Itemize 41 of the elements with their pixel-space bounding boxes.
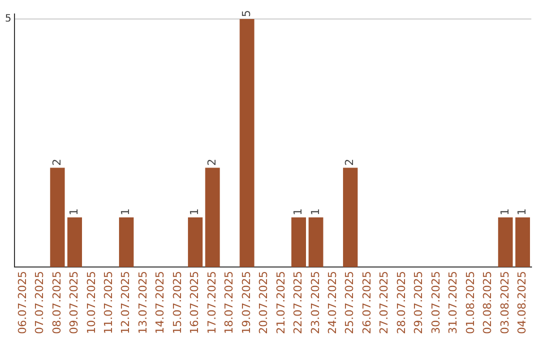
data-label: 1 — [308, 208, 322, 216]
x-tick-label: 30.07.2025 — [429, 271, 442, 334]
x-tick-label: 06.07.2025 — [16, 271, 29, 334]
x-tick-label: 22.07.2025 — [292, 271, 305, 334]
x-tick-label: 08.07.2025 — [50, 271, 64, 334]
data-label: 5 — [240, 10, 253, 17]
x-tick-label: 01.08.2025 — [464, 271, 477, 334]
x-tick-label: 28.07.2025 — [394, 271, 408, 334]
data-label: 2 — [343, 158, 356, 166]
data-label: 2 — [205, 158, 218, 166]
x-tick-label: 16.07.2025 — [188, 271, 202, 334]
x-tick-label: 13.07.2025 — [136, 271, 150, 334]
x-tick-label: 25.07.2025 — [343, 271, 356, 334]
data-label: 2 — [50, 158, 64, 166]
x-tick-label: 24.07.2025 — [326, 271, 339, 334]
x-tick-label: 26.07.2025 — [360, 271, 374, 334]
data-label: 1 — [188, 208, 202, 216]
x-tick-label: 18.07.2025 — [222, 271, 236, 334]
data-label: 1 — [119, 208, 132, 216]
x-tick-label: 10.07.2025 — [84, 271, 98, 334]
x-tick-label: 15.07.2025 — [170, 271, 184, 334]
x-tick-label: 20.07.2025 — [257, 271, 270, 334]
x-tick-label: 03.08.2025 — [498, 271, 512, 334]
x-tick-label: 02.08.2025 — [481, 271, 494, 334]
x-tick-label: 11.07.2025 — [102, 271, 115, 334]
x-tick-label: 27.07.2025 — [378, 271, 391, 334]
data-label: 1 — [292, 208, 305, 216]
x-tick-label: 23.07.2025 — [308, 271, 322, 334]
x-tick-label: 31.07.2025 — [446, 271, 460, 334]
x-tick-label: 07.07.2025 — [33, 271, 46, 334]
x-tick-label: 12.07.2025 — [119, 271, 132, 334]
x-tick-label: 21.07.2025 — [274, 271, 288, 334]
x-tick-label: 17.07.2025 — [205, 271, 218, 334]
x-tick-label: 29.07.2025 — [412, 271, 426, 334]
x-tick-label: 19.07.2025 — [240, 271, 253, 334]
x-tick-label: 09.07.2025 — [68, 271, 81, 334]
data-label: 1 — [68, 208, 81, 216]
data-label: 1 — [498, 208, 512, 216]
x-tick-label: 14.07.2025 — [154, 271, 167, 334]
data-label: 1 — [516, 208, 529, 216]
x-tick-label: 04.08.2025 — [516, 271, 529, 334]
